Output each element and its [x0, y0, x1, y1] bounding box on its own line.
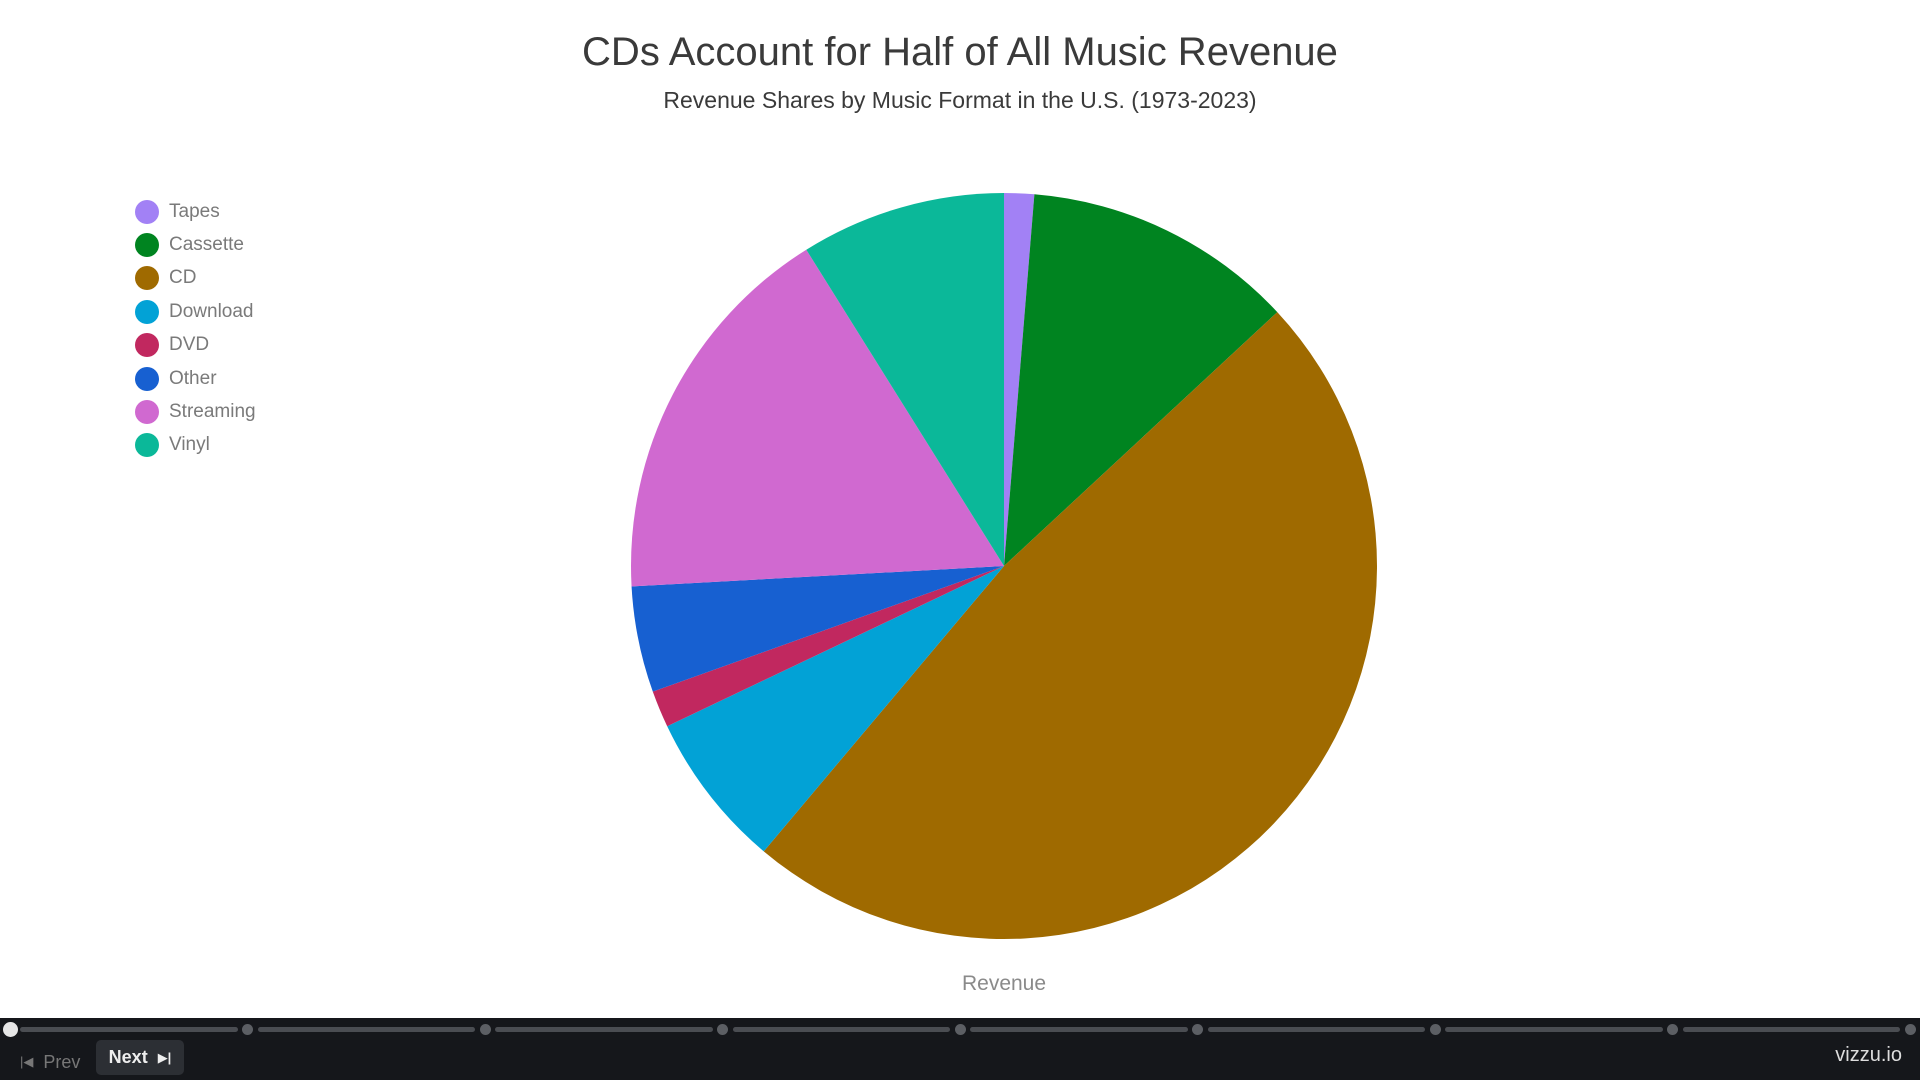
legend-label: CD	[169, 267, 197, 289]
progress-track[interactable]	[732, 1027, 950, 1032]
slice-cd[interactable]	[763, 312, 1378, 940]
slice-streaming[interactable]	[631, 249, 1004, 587]
step-marker[interactable]	[1667, 1024, 1678, 1035]
legend-label: Cassette	[169, 234, 244, 256]
step-marker[interactable]	[1429, 1024, 1441, 1035]
chart-title: CDs Account for Half of All Music Revenu…	[582, 30, 1338, 74]
slice-tapes[interactable]	[1004, 193, 1035, 566]
legend-label: Other	[169, 367, 217, 389]
legend-label: Download	[169, 300, 254, 322]
skip-forward-icon: ▶|	[157, 1049, 172, 1065]
legend-marker	[135, 233, 159, 258]
legend-item-vinyl[interactable]: Vinyl	[135, 429, 256, 462]
legend-marker	[135, 199, 159, 224]
progress-track[interactable]	[1207, 1027, 1425, 1032]
legend-item-cassette[interactable]: Cassette	[135, 228, 256, 261]
player-controls: |◀ Prev Next ▶| vizzu.io	[0, 1018, 1920, 1080]
legend-marker	[135, 433, 159, 458]
legend-label: Streaming	[169, 401, 256, 423]
progress-track[interactable]	[495, 1027, 713, 1032]
progress-track[interactable]	[1445, 1027, 1663, 1032]
slice-dvd[interactable]	[652, 566, 1004, 727]
step-marker[interactable]	[717, 1024, 728, 1035]
slice-vinyl[interactable]	[806, 193, 1004, 566]
legend-label: Tapes	[169, 200, 220, 222]
step-marker[interactable]	[1192, 1024, 1203, 1035]
next-button[interactable]: Next ▶|	[96, 1040, 184, 1075]
step-marker[interactable]	[479, 1024, 491, 1035]
prev-label: Prev	[43, 1051, 81, 1072]
progress-track[interactable]	[257, 1027, 475, 1032]
legend-item-cd[interactable]: CD	[135, 262, 256, 295]
legend-item-other[interactable]: Other	[135, 362, 256, 395]
legend-marker	[135, 400, 159, 425]
legend-label: Vinyl	[169, 434, 210, 456]
step-marker[interactable]	[954, 1024, 966, 1035]
pie-chart	[631, 193, 1378, 940]
chart-subtitle: Revenue Shares by Music Format in the U.…	[663, 87, 1257, 113]
skip-back-icon: |◀	[20, 1054, 34, 1069]
slice-other[interactable]	[631, 566, 1004, 692]
slice-cassette[interactable]	[1004, 194, 1278, 566]
step-marker[interactable]	[2, 1022, 18, 1037]
legend-marker	[135, 333, 159, 358]
slice-download[interactable]	[667, 566, 1004, 852]
brand-link[interactable]: vizzu.io	[1835, 1044, 1902, 1066]
legend-marker	[135, 366, 159, 391]
legend-marker	[135, 266, 159, 291]
legend-item-tapes[interactable]: Tapes	[135, 195, 256, 228]
legend-item-dvd[interactable]: DVD	[135, 329, 256, 362]
legend: Tapes Cassette CD Download DVD Other Streaming…	[135, 195, 256, 462]
progress-track[interactable]	[20, 1027, 238, 1032]
legend-item-download[interactable]: Download	[135, 295, 256, 328]
step-marker[interactable]	[242, 1024, 253, 1035]
legend-label: DVD	[169, 334, 210, 356]
step-marker[interactable]	[1904, 1024, 1916, 1035]
progress-track[interactable]	[970, 1027, 1188, 1032]
next-label: Next	[108, 1047, 148, 1067]
progress-track[interactable]	[1682, 1027, 1900, 1032]
prev-button[interactable]: |◀ Prev	[20, 1048, 80, 1076]
legend-item-streaming[interactable]: Streaming	[135, 395, 256, 428]
revenue-label: Revenue	[961, 972, 1047, 995]
legend-marker	[135, 299, 159, 324]
